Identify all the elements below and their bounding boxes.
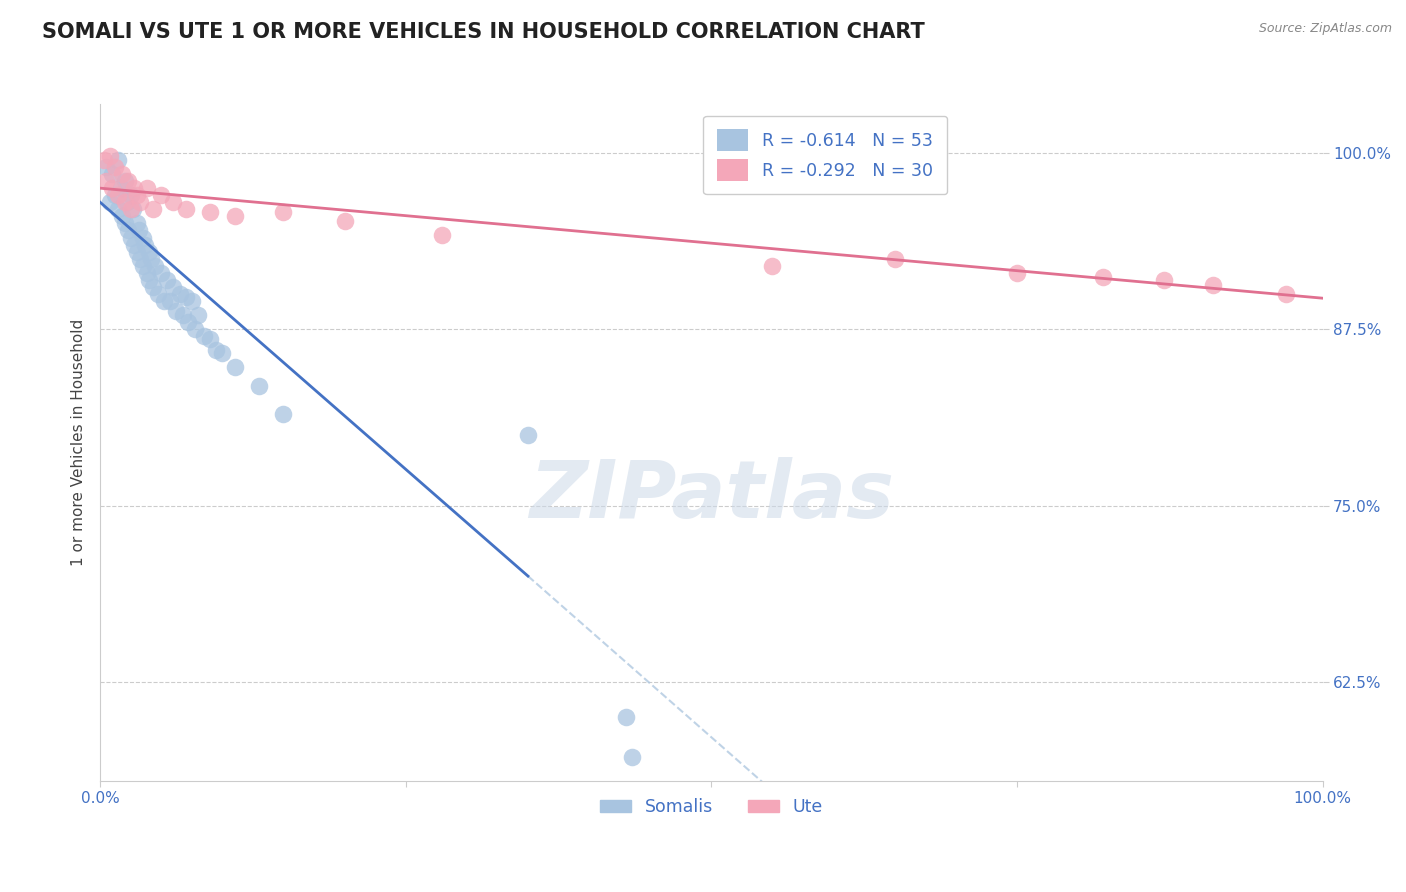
Point	[107, 188, 129, 202]
Point	[150, 266, 173, 280]
Point	[135, 181, 157, 195]
Point	[117, 223, 139, 237]
Point	[761, 259, 783, 273]
Point	[98, 195, 121, 210]
Point	[96, 160, 118, 174]
Point	[125, 188, 148, 202]
Point	[96, 174, 118, 188]
Point	[517, 428, 540, 442]
Point	[114, 216, 136, 230]
Point	[1091, 270, 1114, 285]
Text: SOMALI VS UTE 1 OR MORE VEHICLES IN HOUSEHOLD CORRELATION CHART: SOMALI VS UTE 1 OR MORE VEHICLES IN HOUS…	[42, 22, 925, 42]
Point	[614, 710, 637, 724]
Point	[107, 153, 129, 167]
Point	[101, 167, 124, 181]
Point	[142, 202, 165, 217]
Point	[205, 343, 228, 358]
Point	[174, 202, 197, 217]
Point	[117, 174, 139, 188]
Point	[187, 308, 209, 322]
Point	[143, 259, 166, 273]
Point	[1201, 278, 1223, 293]
Point	[273, 205, 295, 219]
Point	[1153, 273, 1175, 287]
Point	[198, 332, 221, 346]
Text: ZIPatlas: ZIPatlas	[529, 458, 894, 535]
Point	[184, 322, 207, 336]
Point	[122, 202, 145, 217]
Point	[129, 252, 152, 266]
Point	[132, 259, 155, 273]
Point	[193, 329, 215, 343]
Point	[159, 293, 181, 308]
Text: Source: ZipAtlas.com: Source: ZipAtlas.com	[1258, 22, 1392, 36]
Point	[169, 287, 191, 301]
Point	[198, 205, 221, 219]
Point	[134, 237, 156, 252]
Point	[111, 210, 134, 224]
Point	[93, 153, 115, 167]
Point	[132, 230, 155, 244]
Point	[150, 188, 173, 202]
Point	[120, 230, 142, 244]
Point	[432, 227, 454, 242]
Point	[115, 195, 138, 210]
Y-axis label: 1 or more Vehicles in Household: 1 or more Vehicles in Household	[72, 318, 86, 566]
Point	[165, 304, 187, 318]
Legend: Somalis, Ute: Somalis, Ute	[593, 791, 830, 822]
Point	[101, 181, 124, 195]
Point	[162, 195, 184, 210]
Point	[104, 160, 127, 174]
Point	[138, 244, 160, 259]
Point	[125, 244, 148, 259]
Point	[114, 195, 136, 210]
Point	[211, 346, 233, 360]
Point	[120, 188, 142, 202]
Point	[104, 188, 127, 202]
Point	[247, 378, 270, 392]
Point	[224, 360, 246, 375]
Point	[152, 293, 174, 308]
Point	[135, 266, 157, 280]
Point	[110, 181, 132, 195]
Point	[124, 181, 146, 195]
Point	[162, 280, 184, 294]
Point	[180, 293, 202, 308]
Point	[98, 149, 121, 163]
Point	[111, 167, 134, 181]
Point	[138, 273, 160, 287]
Point	[120, 202, 142, 217]
Point	[146, 287, 169, 301]
Point	[114, 174, 136, 188]
Point	[129, 195, 152, 210]
Point	[172, 308, 194, 322]
Point	[128, 223, 150, 237]
Point	[1005, 266, 1028, 280]
Point	[333, 213, 356, 227]
Point	[224, 210, 246, 224]
Point	[156, 273, 179, 287]
Point	[1275, 287, 1298, 301]
Point	[177, 315, 200, 329]
Point	[174, 290, 197, 304]
Point	[107, 202, 129, 217]
Point	[273, 407, 295, 421]
Point	[883, 252, 905, 266]
Point	[141, 252, 163, 266]
Point	[125, 216, 148, 230]
Point	[620, 749, 643, 764]
Point	[142, 280, 165, 294]
Point	[124, 237, 146, 252]
